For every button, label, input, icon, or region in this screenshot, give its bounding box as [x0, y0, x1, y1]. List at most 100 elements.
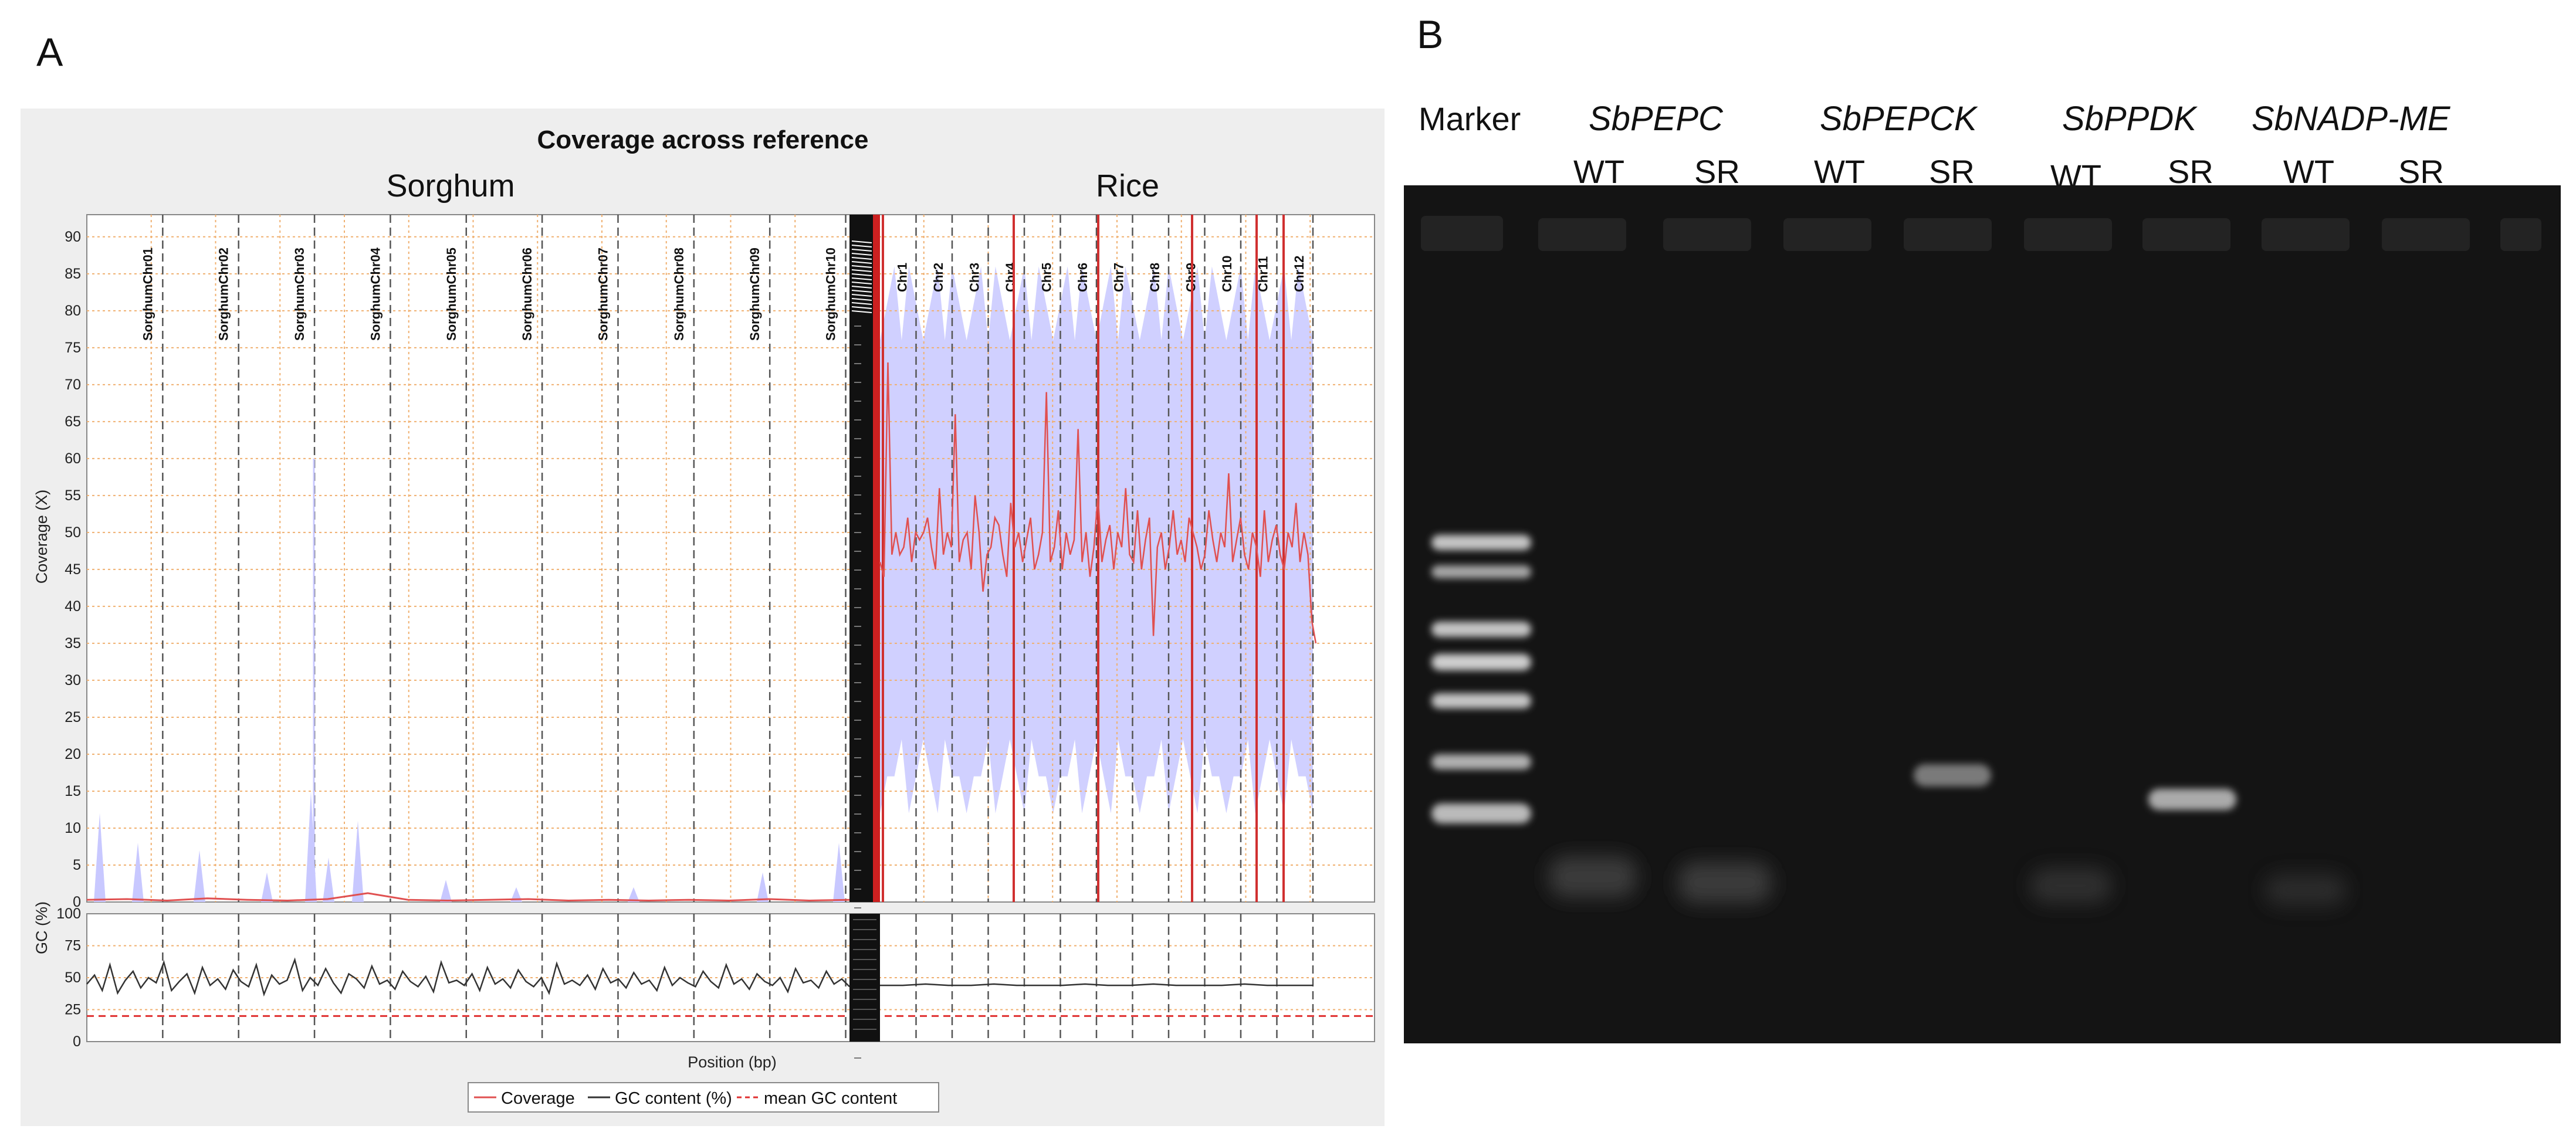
gc-y-tick-label: 75	[65, 938, 81, 954]
gel-image	[1404, 185, 2561, 1043]
lane-label-sbppdk-sr: SR	[2168, 153, 2213, 190]
scaffold-label-tick	[851, 261, 872, 264]
sorghum-coverage-spike	[261, 872, 273, 902]
well	[2024, 218, 2112, 251]
gc-y-tick-label: 50	[65, 969, 81, 986]
coverage-y-axis-title: Coverage (X)	[33, 490, 50, 584]
gc-y-tick-label: 100	[56, 906, 81, 922]
sorghum-chromosome-label: SorghumChr01	[140, 247, 155, 341]
ladder-band	[1431, 754, 1531, 769]
chart-a-title: Coverage across reference	[537, 126, 869, 154]
lane-label-sbpepc-wt: WT	[1573, 153, 1624, 190]
coverage-y-tick-label: 65	[65, 413, 81, 430]
gene-label-sbpepck: SbPEPCK	[1820, 100, 1978, 138]
sorghum-chromosome-label: SorghumChr02	[216, 247, 231, 341]
ladder-band	[1431, 565, 1531, 578]
gc-line-sorghum	[86, 957, 850, 997]
rice-chromosome-label: Chr8	[1147, 263, 1162, 292]
gc-y-tick-label: 0	[73, 1033, 81, 1050]
gc-line-rice	[880, 983, 1313, 986]
coverage-plot: 0 5 10 15 20 25 30 35 40 45 50 55 60 65 70 75 80 85 90 Sorg…	[65, 214, 1375, 1059]
rice-chromosome-label: Chr7	[1112, 263, 1126, 292]
lane-label-sbnadp-me-wt: WT	[2283, 153, 2334, 190]
scaffold-label-tick	[851, 277, 872, 280]
sorghum-chromosome-label: SorghumChr04	[368, 247, 382, 341]
well	[2262, 218, 2350, 251]
lane-label-sbpepc-sr: SR	[1694, 153, 1740, 190]
sorghum-chromosome-label: SorghumChr09	[747, 247, 762, 341]
gc-scaffold-block	[849, 914, 880, 1042]
scaffold-label-tick	[851, 253, 872, 256]
coverage-y-tick-label: 55	[65, 487, 81, 504]
well	[1783, 218, 1871, 251]
region-label-rice: Rice	[1096, 168, 1159, 204]
sorghum-chromosome-label: SorghumChr05	[444, 247, 459, 341]
panel-a-letter: A	[36, 30, 63, 74]
scaffold-label-tick	[851, 306, 872, 309]
scaffold-block-edge	[873, 215, 880, 902]
scaffold-label-tick	[851, 294, 872, 297]
well	[2382, 218, 2470, 251]
coverage-y-tick-label: 60	[65, 450, 81, 467]
lane-label-sbpepck-wt: WT	[1814, 153, 1865, 190]
coverage-y-tick-label: 90	[65, 229, 81, 245]
rice-chromosome-label: Chr1	[895, 263, 910, 292]
coverage-line-rice	[879, 362, 1317, 644]
smear	[1549, 856, 1637, 897]
well	[1663, 218, 1751, 251]
sorghum-chromosome-label: SorghumChr07	[595, 247, 610, 341]
scaffold-label-tick	[851, 310, 872, 313]
scaffold-label-tick	[851, 282, 872, 284]
coverage-y-tick-label: 75	[65, 340, 81, 356]
ladder-band	[1431, 654, 1531, 670]
scaffold-label-tick	[851, 302, 872, 305]
coverage-y-tick-label: 25	[65, 709, 81, 725]
coverage-y-tick-label: 45	[65, 561, 81, 578]
scaffold-label-tick	[851, 298, 872, 301]
coverage-y-tick-label: 50	[65, 524, 81, 541]
scaffold-label-tick	[851, 286, 872, 289]
well	[1538, 218, 1626, 251]
well	[1904, 218, 1992, 251]
scaffold-label-tick	[851, 257, 872, 260]
ladder-band	[1431, 693, 1531, 708]
scaffold-label-tick	[851, 240, 872, 243]
sorghum-chromosome-label: SorghumChr03	[292, 247, 307, 341]
rice-chromosome-label: Chr3	[967, 263, 982, 292]
sorghum-coverage-spike	[510, 887, 522, 902]
coverage-y-tick-label: 0	[73, 894, 81, 910]
well	[2500, 218, 2541, 251]
band-sbpepck-sr	[1914, 764, 1991, 786]
legend-label-gc: GC content (%)	[615, 1089, 732, 1108]
sorghum-coverage-spike	[833, 843, 845, 902]
gene-label-sbpepc: SbPEPC	[1589, 100, 1724, 138]
gene-label-sbppdk: SbPPDK	[2062, 100, 2198, 138]
legend-label-coverage: Coverage	[501, 1089, 575, 1108]
sorghum-coverage-spike	[323, 857, 334, 902]
coverage-y-tick-label: 15	[65, 783, 81, 799]
rice-chromosome-label: Chr6	[1075, 263, 1090, 292]
coverage-y-tick-label: 5	[73, 857, 81, 873]
coverage-y-tick-label: 80	[65, 303, 81, 319]
rice-chromosome-label: Chr10	[1220, 256, 1234, 292]
x-axis-title: Position (bp)	[688, 1053, 777, 1071]
sorghum-chromosome-label: SorghumChr08	[672, 247, 686, 341]
sorghum-coverage-spike	[132, 843, 144, 902]
gc-plot: 0 25 50 75 100	[56, 906, 1375, 1050]
coverage-line-sorghum	[86, 892, 850, 902]
ladder-band	[1431, 535, 1531, 550]
well	[2142, 218, 2230, 251]
rice-chromosome-label: Chr12	[1292, 256, 1306, 292]
ladder-band	[1431, 622, 1531, 637]
legend-box	[468, 1082, 939, 1113]
coverage-y-tick-label: 85	[65, 266, 81, 282]
panel-b-letter: B	[1417, 12, 1443, 57]
sorghum-coverage-spike	[757, 872, 769, 902]
coverage-y-tick-label: 40	[65, 598, 81, 615]
smear	[2264, 874, 2347, 906]
ladder-band	[1431, 803, 1531, 823]
coverage-y-tick-label: 20	[65, 746, 81, 762]
rice-chromosome-label: Chr5	[1040, 263, 1054, 292]
